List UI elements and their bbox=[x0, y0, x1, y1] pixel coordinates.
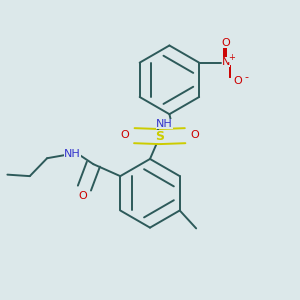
Text: O: O bbox=[222, 38, 230, 48]
Text: NH: NH bbox=[64, 149, 81, 159]
Text: +: + bbox=[228, 53, 235, 62]
Text: N: N bbox=[222, 57, 230, 67]
Text: O: O bbox=[190, 130, 199, 140]
Text: NH: NH bbox=[156, 119, 173, 129]
Text: O: O bbox=[233, 76, 242, 85]
Text: O: O bbox=[120, 130, 129, 140]
Text: -: - bbox=[244, 72, 248, 82]
Text: S: S bbox=[155, 130, 164, 143]
Text: O: O bbox=[79, 191, 87, 201]
